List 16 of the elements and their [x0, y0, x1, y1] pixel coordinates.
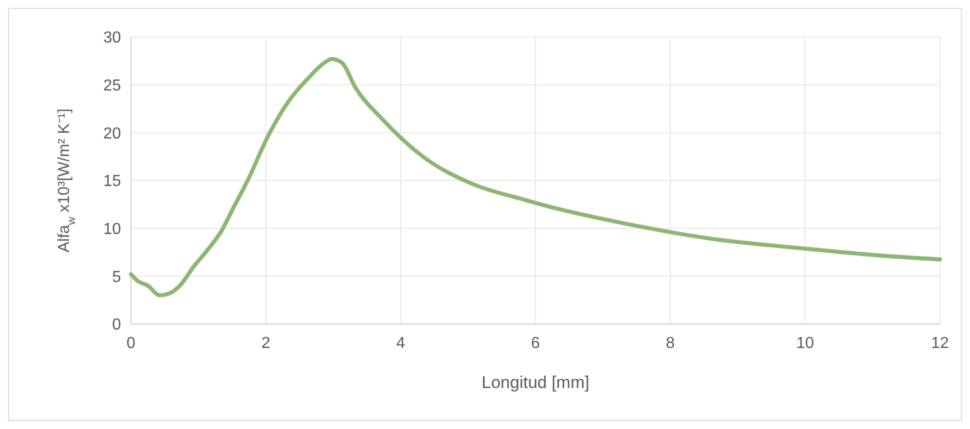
x-tick-label: 2 [261, 335, 270, 352]
y-tick-label: 30 [103, 30, 122, 47]
y-tick-label: 5 [112, 268, 122, 286]
x-tick-label: 8 [666, 335, 675, 352]
line-series [129, 57, 942, 298]
x-tick-label: 4 [396, 335, 406, 352]
y-tick-label: 25 [103, 77, 122, 94]
y-tick-label: 10 [103, 220, 122, 238]
x-tick-label: 10 [796, 335, 814, 352]
y-tick-label: 20 [103, 125, 122, 142]
x-tick-label: 0 [126, 335, 136, 352]
y-tick-label: 15 [103, 173, 122, 190]
x-axis-title: Longitud [mm] [482, 373, 590, 392]
x-tick-label: 12 [931, 335, 949, 352]
x-tick-label: 6 [531, 335, 540, 352]
y-tick-label: 0 [112, 316, 122, 334]
